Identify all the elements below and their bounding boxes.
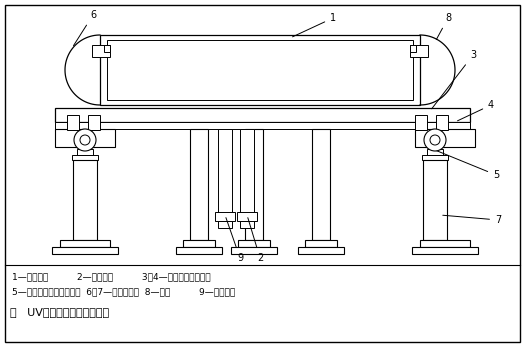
Text: 9: 9 [226,218,243,263]
Bar [423,160,447,240]
Bar [183,240,215,247]
Text: 1: 1 [292,13,336,37]
Text: 4: 4 [457,100,494,121]
Bar [245,129,263,240]
Bar [240,129,254,214]
Bar [100,35,420,105]
Bar [67,115,79,130]
Bar [92,45,110,57]
Text: 5: 5 [433,149,499,180]
Bar [215,212,235,221]
Bar [436,115,448,130]
Circle shape [80,135,90,145]
Bar [305,240,337,247]
Bar [104,45,110,52]
Bar [312,129,330,240]
Circle shape [74,129,96,151]
Bar [73,160,97,240]
Text: 2: 2 [248,218,263,263]
Circle shape [430,135,440,145]
Bar [176,247,222,254]
Bar [237,212,257,221]
Bar [190,129,208,240]
Bar [410,45,416,52]
Bar [52,247,118,254]
Bar [218,129,232,214]
Text: 3: 3 [432,50,476,109]
Text: 5—平台变形自动调节装置  6、7—弧板调整架  8—弧板          9—水管接头: 5—平台变形自动调节装置 6、7—弧板调整架 8—弧板 9—水管接头 [12,287,235,296]
Text: 7: 7 [443,215,501,225]
Bar [72,155,98,160]
Circle shape [424,129,446,151]
Bar [420,240,470,247]
Bar [427,149,443,155]
Bar [298,247,344,254]
Bar [231,247,277,254]
Bar [415,129,475,147]
Bar [415,115,427,130]
Bar [238,240,270,247]
Bar [60,240,110,247]
Bar [422,155,448,160]
Bar [107,40,413,100]
Bar [410,45,428,57]
Bar [218,221,232,228]
Text: 6: 6 [74,10,96,46]
Text: 图   UV喷绘机打印平台示意图: 图 UV喷绘机打印平台示意图 [10,307,109,317]
Bar [88,115,100,130]
Bar [412,247,478,254]
Bar [55,108,470,122]
Text: 1—平台主体          2—风管接头          3、4—平台水平调整机构: 1—平台主体 2—风管接头 3、4—平台水平调整机构 [12,272,211,281]
Bar [240,221,254,228]
Text: 8: 8 [436,13,451,40]
Bar [77,149,93,155]
Bar [55,122,470,129]
Bar [55,129,115,147]
